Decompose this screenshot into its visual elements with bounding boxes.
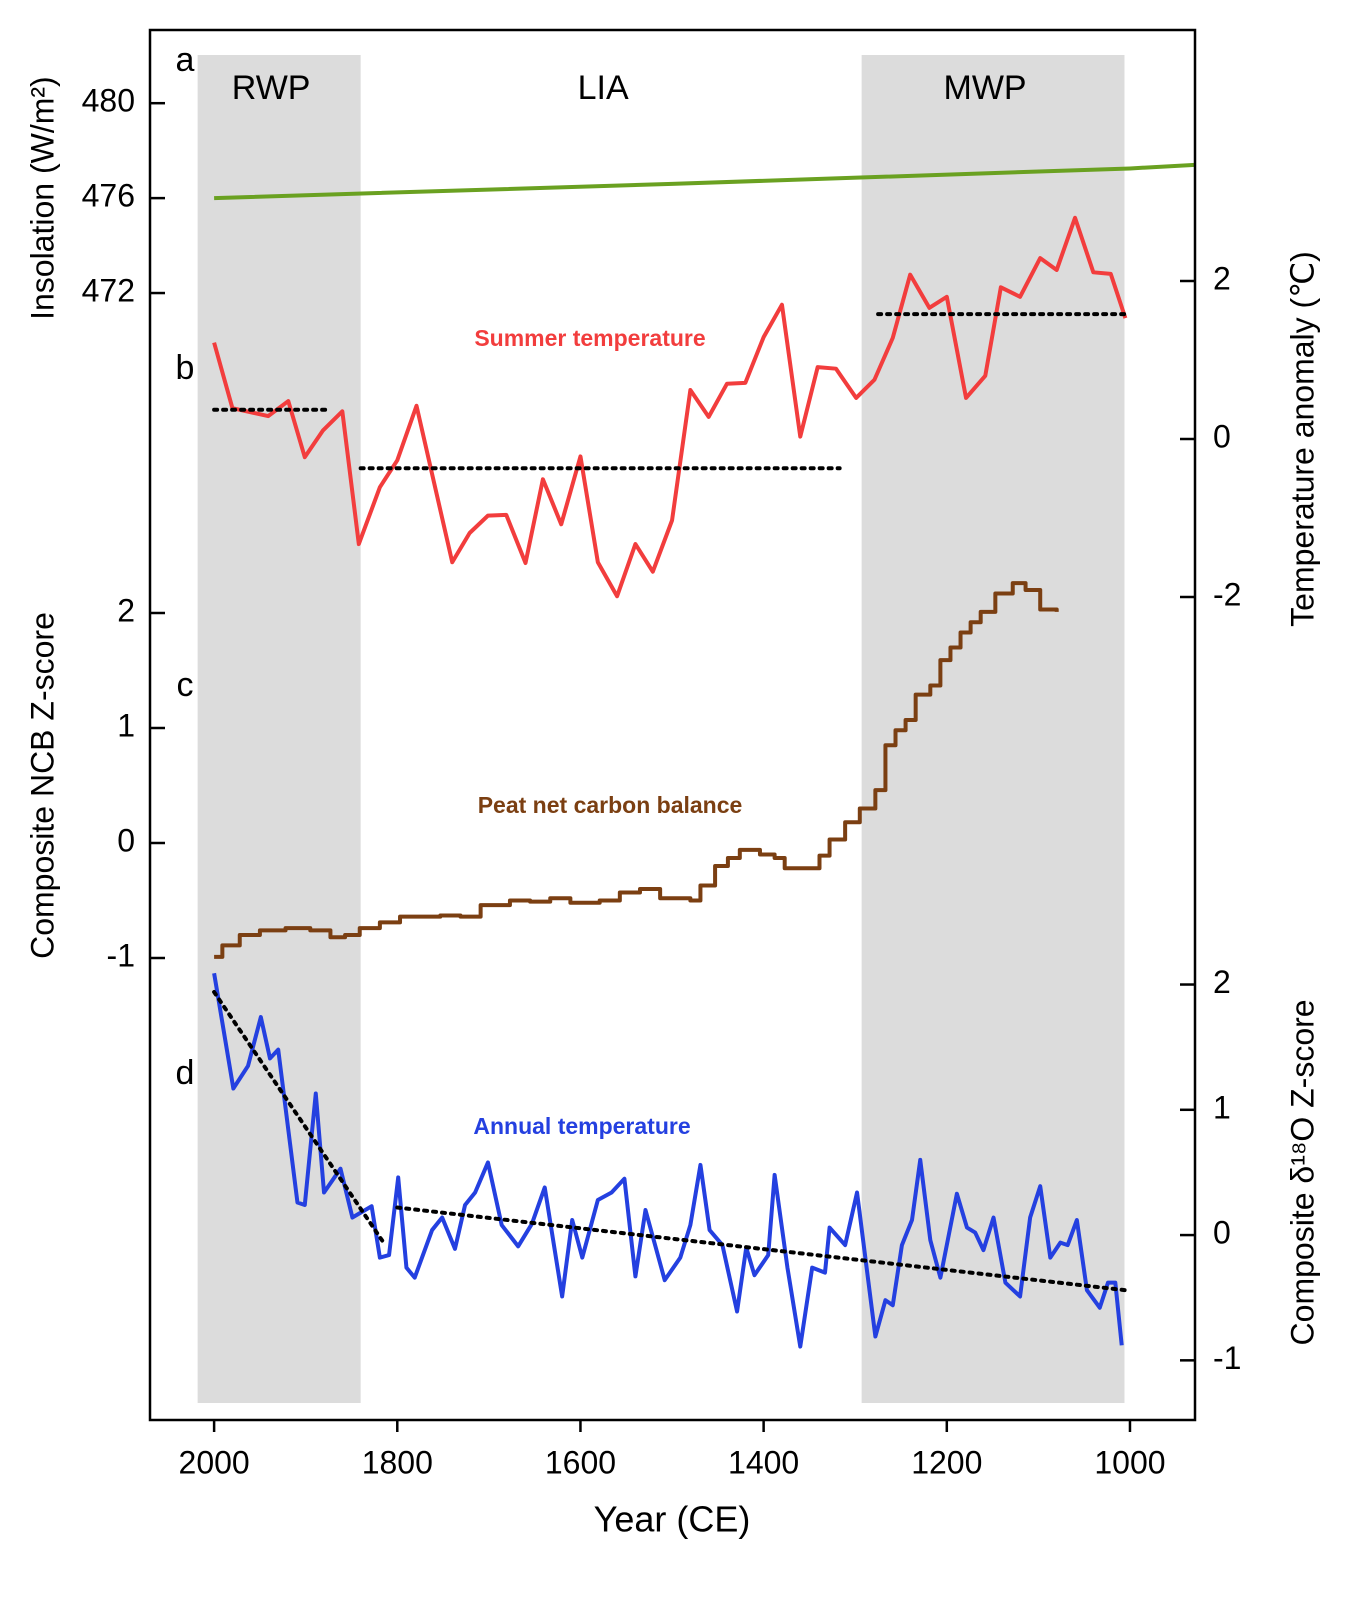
y-axis-title: Composite NCB Z-score: [24, 612, 60, 959]
x-tick-label: 1400: [728, 1444, 799, 1480]
data-line: [212, 215, 1128, 599]
y-tick-label: -1: [107, 937, 135, 973]
y-axis-title: Composite δ¹⁸O Z-score: [1284, 999, 1320, 1345]
y-axis-title: Insolation (W/m²): [24, 76, 60, 320]
series-label: Peat net carbon balance: [478, 792, 743, 818]
data-line: [212, 972, 1124, 1349]
y-tick-label: 476: [82, 178, 135, 214]
y-tick-label: 472: [82, 272, 135, 308]
period-band: [197, 55, 361, 1403]
x-tick-label: 1800: [362, 1444, 433, 1480]
trend-line: [395, 1205, 1128, 1293]
plot-area: [212, 162, 1195, 1349]
panel-letter: b: [176, 349, 195, 387]
data-line: [214, 162, 1195, 201]
x-tick-label: 1600: [545, 1444, 616, 1480]
y-tick-label: 0: [1213, 418, 1231, 454]
y-tick-label: -1: [1213, 1340, 1241, 1376]
x-tick-label: 2000: [179, 1444, 250, 1480]
panel-letter: c: [177, 666, 194, 704]
y-tick-label: 0: [1213, 1215, 1231, 1251]
panel-letter: d: [176, 1054, 195, 1092]
plot-frame: [148, 28, 1197, 1422]
trend-line: [212, 990, 386, 1245]
y-tick-label: 0: [117, 822, 135, 858]
x-tick-label: 1000: [1094, 1444, 1165, 1480]
x-axis-title: Year (CE): [594, 1499, 751, 1540]
data-line: [214, 581, 1059, 959]
period-label: LIA: [578, 69, 629, 107]
y-tick-label: 2: [117, 592, 135, 628]
y-tick-label: -2: [1213, 576, 1241, 612]
period-shading: [197, 55, 1125, 1403]
y-tick-label: 2: [1213, 964, 1231, 1000]
y-tick-label: 480: [82, 83, 135, 119]
y-tick-label: 1: [117, 707, 135, 743]
period-label: RWP: [232, 69, 311, 107]
y-tick-label: 1: [1213, 1089, 1231, 1125]
period-label: MWP: [944, 69, 1027, 107]
panel-letter: a: [176, 41, 195, 79]
y-axis-title: Temperature anomaly (℃): [1284, 251, 1320, 627]
x-tick-label: 1200: [911, 1444, 982, 1480]
y-tick-label: 2: [1213, 260, 1231, 296]
series-label: Summer temperature: [474, 325, 705, 351]
series-label: Annual temperature: [473, 1113, 690, 1139]
